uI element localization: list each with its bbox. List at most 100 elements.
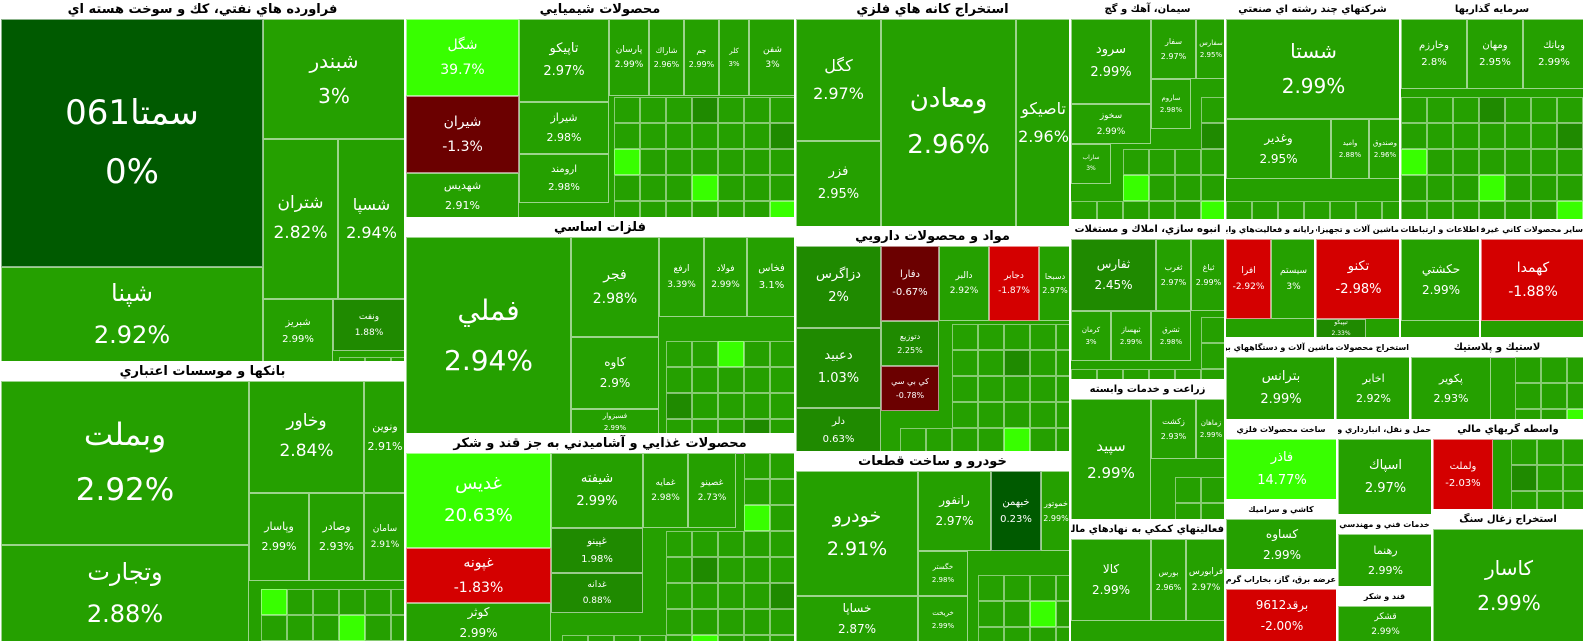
minor-stock-cell[interactable] [770,583,794,609]
minor-stock-cell[interactable] [640,201,666,217]
sector-title[interactable]: ماشين آلات و تجهيزات [1316,221,1399,240]
stock-tile-item-4[interactable]: سخوز 2.99% [1071,104,1151,144]
stock-tile-item-5[interactable]: وصادر 2.93% [309,493,364,581]
stock-tile-item-3[interactable]: خبهمن 0.23% [991,471,1041,551]
minor-stock-cell[interactable] [1149,175,1175,201]
stock-tile-item-5[interactable]: فولاد 2.99% [704,237,747,317]
minor-stock-cell[interactable] [1004,402,1030,428]
minor-stock-cell[interactable] [744,123,770,149]
minor-stock-cell[interactable] [614,175,640,201]
sector-title[interactable]: قند و شكر [1338,588,1431,607]
stock-tile-item-2[interactable]: شيران -1.3% [406,96,519,173]
stock-tile-item-0[interactable]: قشكر 2.99% [1338,606,1431,641]
minor-stock-cell[interactable] [1427,123,1453,149]
minor-stock-cell[interactable] [770,201,794,217]
stock-tile-item-2[interactable]: رانفور 2.97% [918,471,991,551]
stock-tile-item-3[interactable]: تاصيكو 2.96% [1016,19,1069,226]
minor-stock-cell[interactable] [718,531,744,557]
sector-title[interactable]: فلزات اساسي [406,219,794,238]
stock-tile-item-6[interactable]: فخاس 3.1% [747,237,794,317]
stock-tile-item-7[interactable]: كوثر 2.99% [406,603,551,641]
minor-stock-cell[interactable] [770,453,794,479]
sector-title[interactable]: لاستيك و پلاستيك [1411,339,1583,358]
stock-tile-item-4[interactable]: ارومند 2.98% [519,154,609,203]
minor-stock-cell[interactable] [666,341,692,367]
minor-stock-cell[interactable] [978,627,1004,641]
minor-stock-cell[interactable] [1004,350,1030,376]
minor-stock-cell[interactable] [952,350,978,376]
minor-stock-cell[interactable] [718,123,744,149]
minor-stock-cell[interactable] [1278,201,1304,219]
minor-stock-cell[interactable] [313,589,339,615]
minor-stock-cell[interactable] [1004,575,1030,601]
minor-stock-cell[interactable] [1453,201,1479,219]
minor-stock-cell[interactable] [1097,369,1123,379]
stock-tile-item-1[interactable]: سفار 2.97% [1151,19,1196,79]
minor-stock-cell[interactable] [770,367,794,393]
minor-stock-cell[interactable] [1531,201,1557,219]
minor-stock-cell[interactable] [1123,201,1149,219]
minor-stock-cell[interactable] [640,635,666,641]
minor-stock-cell[interactable] [391,589,404,615]
stock-tile-item-1[interactable]: شپنا 2.92% [1,267,263,361]
minor-stock-cell[interactable] [770,123,794,149]
stock-tile-item-2[interactable]: شبندر 3% [263,19,404,139]
stock-tile-item-1[interactable]: سيستم 3% [1271,239,1314,319]
minor-stock-cell[interactable] [666,393,692,419]
stock-tile-item-0[interactable]: فملي 2.94% [406,237,571,433]
stock-tile-item-5[interactable]: شهديس 2.91% [406,173,519,217]
sector-title[interactable]: ساخت محصولات فلزي [1226,421,1336,440]
minor-stock-cell[interactable] [1511,465,1537,491]
minor-stock-cell[interactable] [770,635,794,641]
minor-stock-cell[interactable] [365,615,391,641]
minor-stock-cell[interactable] [1304,201,1330,219]
minor-stock-cell[interactable] [1479,97,1505,123]
minor-stock-cell[interactable] [1427,149,1453,175]
minor-stock-cell[interactable] [614,201,640,217]
minor-stock-cell[interactable] [1453,175,1479,201]
minor-stock-cell[interactable] [692,583,718,609]
stock-tile-item-3[interactable]: فسبزوار 2.99% [571,409,659,433]
stock-tile-item-4[interactable]: خگستر 2.98% [918,551,968,596]
minor-stock-cell[interactable] [1056,627,1069,641]
minor-stock-cell[interactable] [744,531,770,557]
sector-title[interactable]: استخراج كانه هاي فلزي [796,1,1069,20]
stock-tile-item-0[interactable]: خودرو 2.91% [796,471,918,596]
stock-tile-item-1[interactable]: تيپيكو 2.33% [1316,319,1366,337]
minor-stock-cell[interactable] [744,201,770,217]
stock-tile-item-6[interactable]: ونفت 1.88% [333,299,404,351]
minor-stock-cell[interactable] [718,635,744,641]
sector-title[interactable]: فعاليتهاي كمكي به نهادهاي مالي واسط [1071,521,1224,540]
sector-title[interactable]: ساير محصولات كاني غيرفلزي [1481,221,1583,240]
minor-stock-cell[interactable] [1505,175,1531,201]
minor-stock-cell[interactable] [718,393,744,419]
minor-stock-cell[interactable] [1201,477,1224,503]
minor-stock-cell[interactable] [640,97,666,123]
stock-tile-item-2[interactable]: كاوه 2.9% [571,337,659,409]
minor-stock-cell[interactable] [1226,201,1252,219]
minor-stock-cell[interactable] [1149,369,1175,379]
stock-tile-item-0[interactable]: تكنو -2.98% [1316,239,1399,319]
minor-stock-cell[interactable] [1427,201,1453,219]
minor-stock-cell[interactable] [770,479,794,505]
minor-stock-cell[interactable] [692,175,718,201]
minor-stock-cell[interactable] [692,367,718,393]
stock-tile-item-0[interactable]: اسپاك 2.97% [1338,439,1431,514]
minor-stock-cell[interactable] [339,357,365,361]
minor-stock-cell[interactable] [1201,369,1224,379]
minor-stock-cell[interactable] [978,350,1004,376]
minor-stock-cell[interactable] [1071,201,1097,219]
minor-stock-cell[interactable] [1056,428,1069,451]
stock-tile-item-0[interactable]: كاسار 2.99% [1433,529,1583,641]
minor-stock-cell[interactable] [1004,324,1030,350]
minor-stock-cell[interactable] [770,531,794,557]
minor-stock-cell[interactable] [1201,317,1224,343]
minor-stock-cell[interactable] [718,583,744,609]
minor-stock-cell[interactable] [926,428,952,451]
minor-stock-cell[interactable] [1541,383,1567,409]
stock-tile-item-6[interactable]: غدانه 0.88% [551,573,643,613]
minor-stock-cell[interactable] [770,393,794,419]
minor-stock-cell[interactable] [1453,123,1479,149]
minor-stock-cell[interactable] [900,428,926,451]
minor-stock-cell[interactable] [692,419,718,433]
